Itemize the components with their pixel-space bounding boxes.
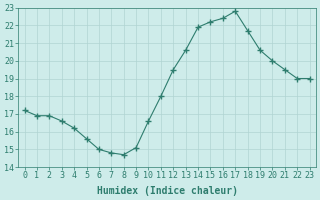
X-axis label: Humidex (Indice chaleur): Humidex (Indice chaleur) [97, 186, 237, 196]
